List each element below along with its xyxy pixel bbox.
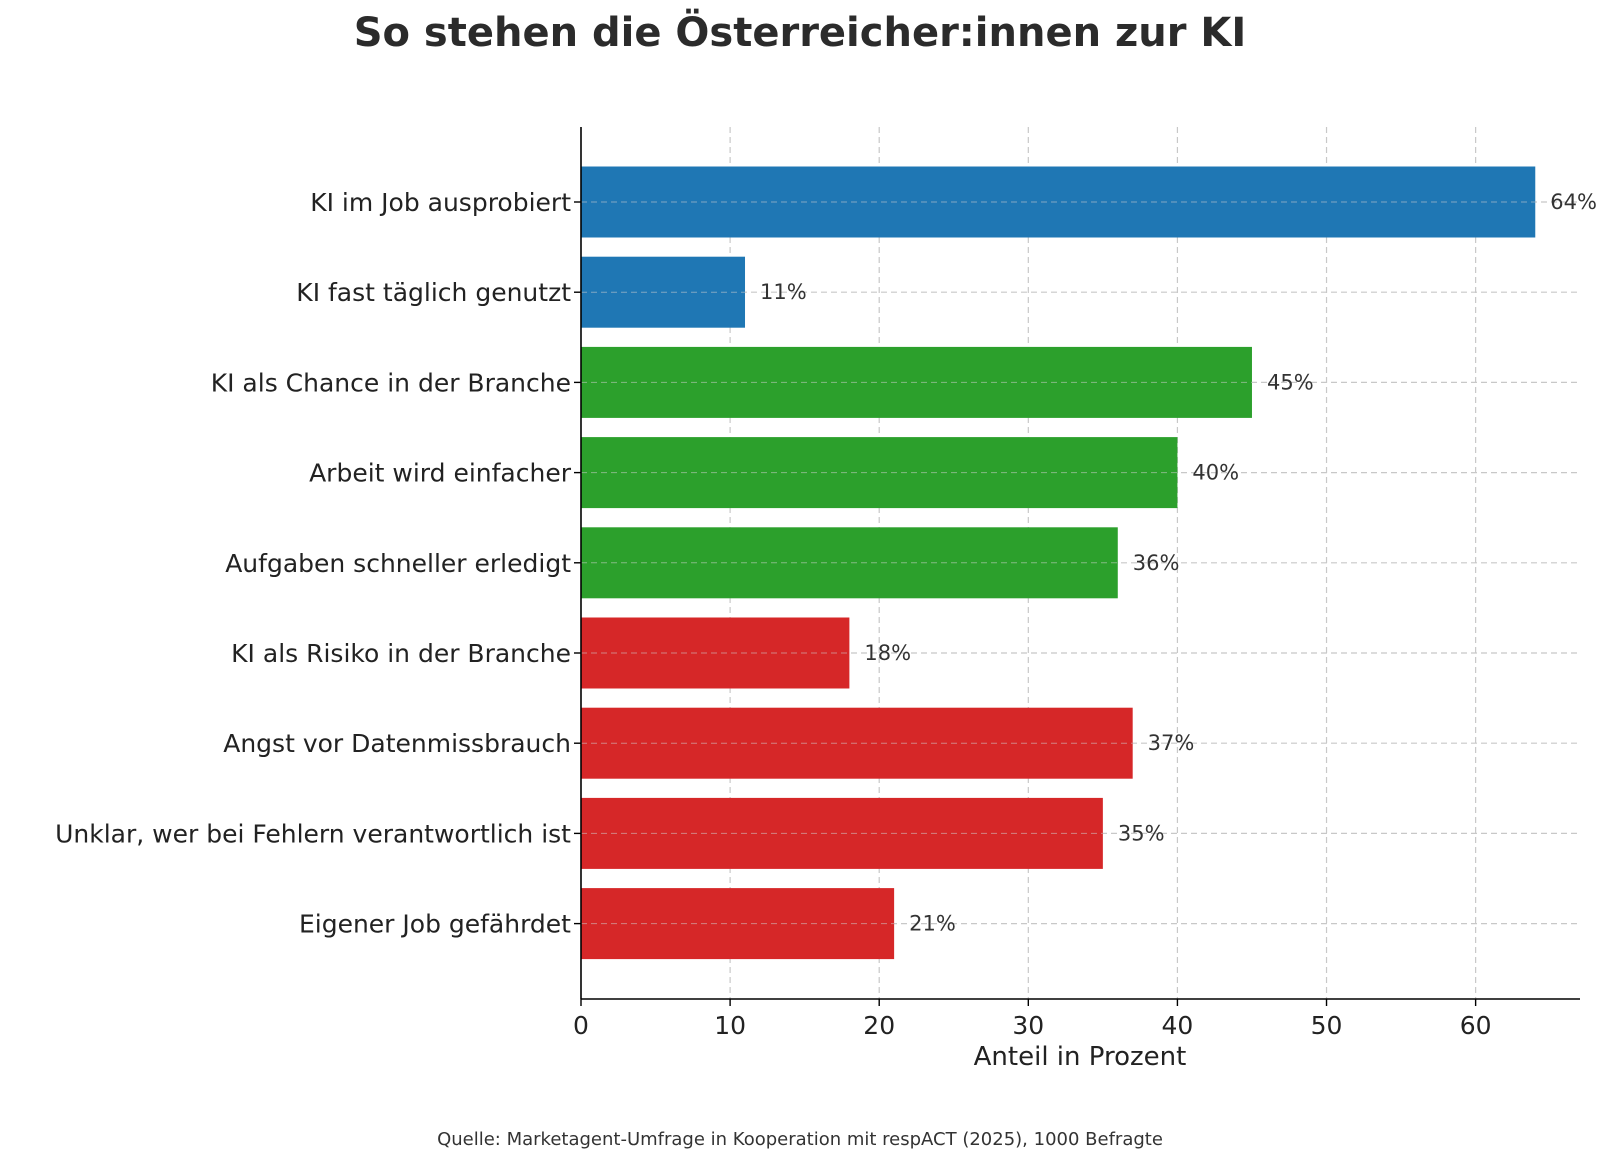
bar-3 bbox=[581, 437, 1178, 509]
source-note: Quelle: Marketagent-Umfrage in Kooperati… bbox=[437, 1129, 1163, 1150]
category-label-2: KI als Chance in der Branche bbox=[211, 368, 571, 397]
bar-8 bbox=[581, 888, 895, 960]
category-label-4: Aufgaben schneller erledigt bbox=[225, 549, 571, 578]
x-tick-labels: 0 10 20 30 40 50 60 bbox=[573, 1011, 1491, 1040]
x-tick-label-60: 60 bbox=[1460, 1011, 1492, 1040]
category-label-7: Unklar, wer bei Fehlern verantwortlich i… bbox=[55, 819, 571, 848]
chart-title: So stehen die Österreicher:innen zur KI bbox=[353, 10, 1247, 56]
bars bbox=[581, 166, 1536, 960]
x-tick-label-10: 10 bbox=[714, 1011, 746, 1040]
x-tick-label-0: 0 bbox=[573, 1011, 589, 1040]
category-label-1: KI fast täglich genutzt bbox=[296, 278, 571, 307]
category-label-5: KI als Risiko in der Branche bbox=[231, 639, 571, 668]
data-label-0: 64% bbox=[1550, 190, 1597, 214]
data-label-6: 37% bbox=[1148, 731, 1195, 755]
data-label-5: 18% bbox=[864, 641, 911, 665]
category-label-8: Eigener Job gefährdet bbox=[299, 910, 571, 939]
data-label-4: 36% bbox=[1133, 551, 1180, 575]
x-tick-label-20: 20 bbox=[863, 1011, 895, 1040]
axes bbox=[574, 127, 1580, 1006]
bar-4 bbox=[581, 527, 1118, 599]
data-label-7: 35% bbox=[1118, 821, 1165, 845]
x-tick-label-50: 50 bbox=[1311, 1011, 1343, 1040]
category-labels: KI im Job ausprobiert KI fast täglich gen… bbox=[55, 188, 572, 939]
data-labels: 64% 11% 45% 40% 36% 18% 37% 35% 21% bbox=[760, 190, 1597, 936]
category-label-6: Angst vor Datenmissbrauch bbox=[223, 729, 571, 758]
data-label-3: 40% bbox=[1192, 461, 1239, 485]
x-axis-label: Anteil in Prozent bbox=[974, 1042, 1187, 1072]
data-label-8: 21% bbox=[909, 912, 956, 936]
data-label-1: 11% bbox=[760, 280, 807, 304]
x-tick-label-30: 30 bbox=[1012, 1011, 1044, 1040]
data-label-2: 45% bbox=[1267, 370, 1314, 394]
category-label-3: Arbeit wird einfacher bbox=[309, 459, 572, 488]
category-label-0: KI im Job ausprobiert bbox=[310, 188, 571, 217]
x-tick-label-40: 40 bbox=[1162, 1011, 1194, 1040]
